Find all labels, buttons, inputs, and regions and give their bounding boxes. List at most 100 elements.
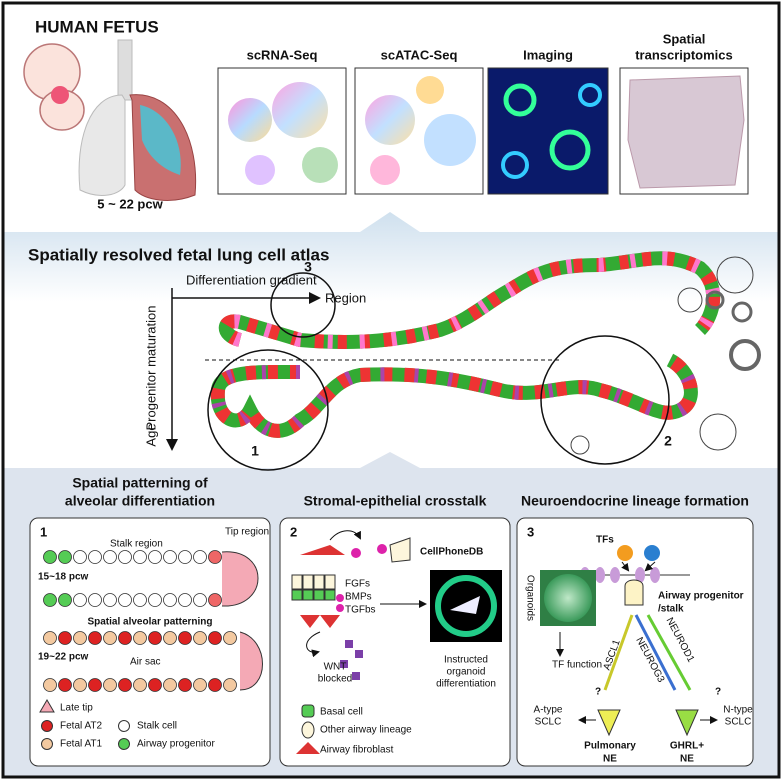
legend-entry: Airway progenitor [137, 739, 215, 750]
label: CellPhoneDB [420, 547, 483, 558]
cell-rows [39, 550, 263, 750]
fetus-illustration [23, 39, 197, 201]
cell [208, 678, 222, 692]
panel-title: Spatial patterning of [72, 475, 208, 491]
axis-label: Age [143, 423, 158, 446]
cell [103, 593, 117, 607]
panel-title: alveolar differentiation [65, 493, 215, 509]
cell [58, 678, 72, 692]
tip [239, 631, 263, 691]
cell [163, 550, 177, 564]
label: TGFbs [345, 605, 376, 616]
panel-title: Neuroendocrine lineage formation [521, 493, 749, 509]
cell [58, 550, 72, 564]
cell [163, 631, 177, 645]
legend-icon [118, 720, 130, 732]
cell [118, 593, 132, 607]
method-label: Imaging [523, 47, 573, 62]
label: WNT [324, 662, 347, 673]
legend-entry: Fetal AT1 [60, 739, 102, 750]
cell [118, 550, 132, 564]
cell [178, 678, 192, 692]
label: FGFs [345, 579, 370, 590]
cell [178, 631, 192, 645]
panel-number: 1 [40, 524, 47, 539]
label: 19~22 pcw [38, 652, 89, 663]
label: BMPs [345, 592, 372, 603]
legend-icon [41, 738, 53, 750]
panel-number: 2 [290, 524, 297, 539]
cell [103, 550, 117, 564]
cell [88, 678, 102, 692]
label: Pulmonary [584, 741, 636, 752]
cell [223, 678, 237, 692]
label: TF function [552, 660, 602, 671]
cell [118, 678, 132, 692]
label: ? [595, 687, 601, 698]
cell [58, 593, 72, 607]
region-number: 2 [664, 433, 672, 449]
label: Tip region [225, 527, 269, 538]
label: GHRL+ [670, 741, 704, 752]
legend-icon [118, 738, 130, 750]
cell [58, 631, 72, 645]
cell [148, 631, 162, 645]
cell [148, 593, 162, 607]
axis-title: Differentiation gradient [186, 272, 317, 287]
label: /stalk [658, 604, 684, 615]
legend-icon [41, 720, 53, 732]
title: HUMAN FETUS [35, 17, 159, 36]
cell [208, 593, 222, 607]
cell [133, 550, 147, 564]
label: NE [680, 754, 694, 765]
cell [193, 631, 207, 645]
cell [163, 678, 177, 692]
tip [221, 551, 259, 607]
region-number: 1 [251, 443, 259, 459]
cell [73, 550, 87, 564]
cell [43, 631, 57, 645]
label: Airway progenitor [658, 591, 744, 602]
label: ? [715, 687, 721, 698]
cell [148, 678, 162, 692]
cell [193, 550, 207, 564]
cell [178, 550, 192, 564]
cell [73, 678, 87, 692]
label: Instructed [444, 655, 488, 666]
label: Air sac [130, 657, 161, 668]
method-label: scATAC-Seq [381, 47, 458, 62]
label: organoid [447, 667, 486, 678]
atlas-drawing [166, 251, 761, 471]
legend-entry: Basal cell [320, 707, 363, 718]
cell [178, 593, 192, 607]
label: SCLC [535, 717, 562, 728]
cell [88, 631, 102, 645]
cell [193, 593, 207, 607]
cell [208, 550, 222, 564]
cell [43, 550, 57, 564]
cell [43, 593, 57, 607]
cell [43, 678, 57, 692]
legend-entry: Other airway lineage [320, 725, 412, 736]
cell [88, 593, 102, 607]
legend-entry: Fetal AT2 [60, 721, 102, 732]
legend-icon [39, 699, 55, 713]
axis-title: Progenitor maturation [143, 305, 158, 430]
label: TFs [596, 535, 614, 546]
label: A-type [534, 705, 563, 716]
label: SCLC [725, 717, 752, 728]
legend-entry: Airway fibroblast [320, 745, 394, 756]
axis-label: Region [325, 290, 366, 305]
legend-entry: Stalk cell [137, 721, 177, 732]
cell [133, 631, 147, 645]
cell [148, 550, 162, 564]
panel-title: Stromal-epithelial crosstalk [304, 493, 487, 509]
section-title: Spatially resolved fetal lung cell atlas [28, 245, 329, 264]
cell [163, 593, 177, 607]
label: blocked [318, 674, 352, 685]
label: 15~18 pcw [38, 572, 89, 583]
method-label: scRNA-Seq [247, 47, 318, 62]
cell [133, 678, 147, 692]
